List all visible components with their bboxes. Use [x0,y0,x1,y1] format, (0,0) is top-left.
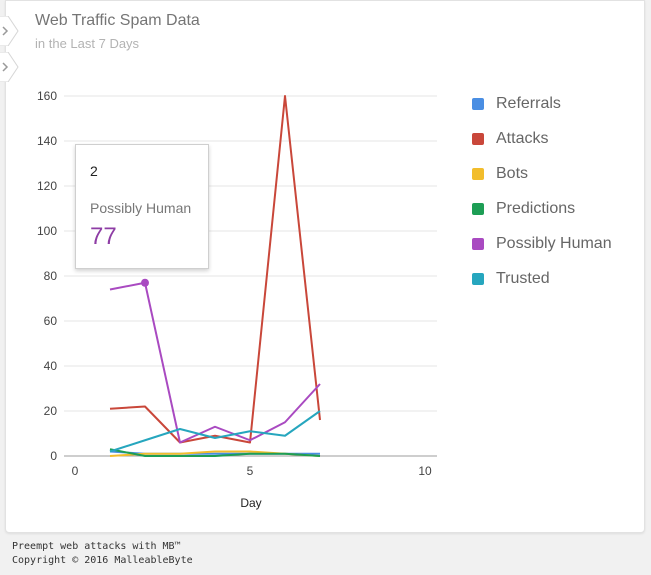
highlighted-data-point [141,278,149,287]
chevron-right-icon [2,62,9,72]
legend-item[interactable]: Referrals [472,93,561,115]
footer-tagline: Preempt web attacks with MB™ [12,541,181,552]
legend-label: Referrals [496,95,561,112]
legend-swatch [472,238,484,250]
legend-label: Possibly Human [496,235,612,252]
footer: Preempt web attacks with MB™ Copyright ©… [12,540,193,568]
y-tick-label: 40 [44,359,58,373]
y-tick-label: 20 [44,404,58,418]
series-line-trusted [109,410,321,453]
chevron-right-icon [2,26,9,36]
legend-swatch [472,203,484,215]
series-line-attacks [109,95,321,444]
legend-swatch [472,273,484,285]
legend-label: Attacks [496,130,549,147]
legend-label: Trusted [496,270,550,287]
x-axis-label: Day [240,496,261,510]
y-tick-label: 100 [37,224,57,238]
legend-item[interactable]: Bots [472,163,528,185]
data-tooltip: 2 Possibly Human 77 [75,144,209,269]
side-tab-expand-2[interactable] [0,52,19,82]
y-tick-label: 120 [37,179,57,193]
tooltip-series-name: Possibly Human [90,200,192,216]
tooltip-x-value: 2 [90,163,98,179]
y-tick-label: 80 [44,269,58,283]
y-tick-label: 160 [37,89,57,103]
legend-item[interactable]: Trusted [472,268,550,290]
chart-title: Web Traffic Spam Data [35,12,200,29]
x-tick-label: 10 [418,464,432,478]
series-line-predictions [109,448,321,457]
legend-item[interactable]: Possibly Human [472,233,612,255]
legend-swatch [472,98,484,110]
tooltip-series-value: 77 [90,223,117,250]
legend-item[interactable]: Attacks [472,128,548,150]
chart-subtitle: in the Last 7 Days [35,36,140,51]
y-tick-label: 140 [37,134,57,148]
series-line-possibly-human [109,281,321,444]
legend-label: Bots [496,165,529,182]
legend-swatch [472,168,484,180]
x-tick-label: 5 [247,464,254,478]
legend-swatch [472,133,484,145]
legend-label: Predictions [496,200,576,217]
side-tab-expand-1[interactable] [0,16,19,46]
footer-copyright: Copyright © 2016 MalleableByte [12,555,193,566]
x-tick-label: 0 [72,464,79,478]
y-tick-label: 60 [44,314,58,328]
y-tick-label: 0 [50,449,57,463]
legend-item[interactable]: Predictions [472,198,575,220]
